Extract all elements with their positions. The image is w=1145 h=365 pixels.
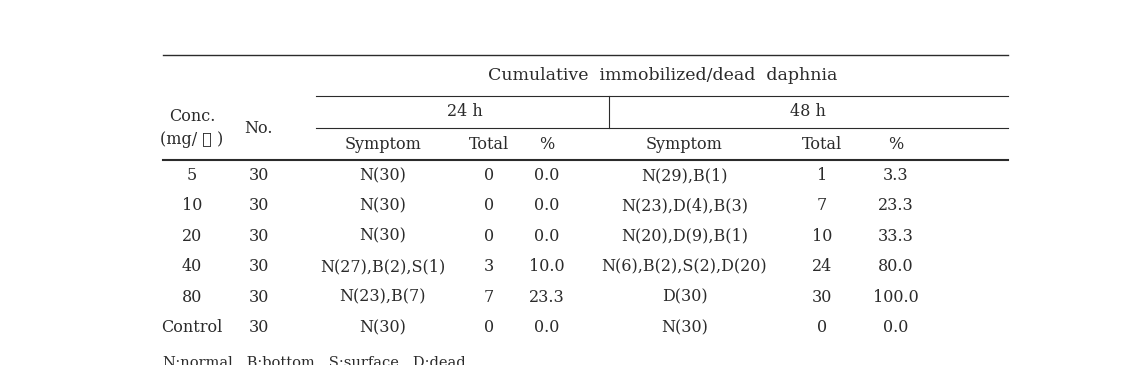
Text: 0.0: 0.0 <box>535 228 560 245</box>
Text: 3.3: 3.3 <box>883 167 908 184</box>
Text: N(23),D(4),B(3): N(23),D(4),B(3) <box>621 197 748 215</box>
Text: 1: 1 <box>816 167 827 184</box>
Text: D(30): D(30) <box>662 288 708 306</box>
Text: 3: 3 <box>484 258 495 275</box>
Text: 30: 30 <box>812 288 832 306</box>
Text: 30: 30 <box>248 197 269 215</box>
Text: N(27),B(2),S(1): N(27),B(2),S(1) <box>321 258 445 275</box>
Text: N(20),D(9),B(1): N(20),D(9),B(1) <box>621 228 748 245</box>
Text: Total: Total <box>469 136 510 153</box>
Text: No.: No. <box>244 120 273 137</box>
Text: N(30): N(30) <box>360 197 406 215</box>
Text: 10: 10 <box>812 228 832 245</box>
Text: N:normal,  B:bottom,  S:surface,  D:dead: N:normal, B:bottom, S:surface, D:dead <box>163 355 465 365</box>
Text: 0: 0 <box>484 319 495 336</box>
Text: Symptom: Symptom <box>345 136 421 153</box>
Text: 30: 30 <box>248 228 269 245</box>
Text: %: % <box>539 136 554 153</box>
Text: 7: 7 <box>816 197 827 215</box>
Text: 80: 80 <box>182 288 203 306</box>
Text: 0: 0 <box>484 197 495 215</box>
Text: Total: Total <box>802 136 842 153</box>
Text: 10.0: 10.0 <box>529 258 564 275</box>
Text: 0.0: 0.0 <box>535 197 560 215</box>
Text: N(30): N(30) <box>360 228 406 245</box>
Text: 0.0: 0.0 <box>883 319 908 336</box>
Text: 30: 30 <box>248 167 269 184</box>
Text: N(29),B(1): N(29),B(1) <box>641 167 728 184</box>
Text: 0: 0 <box>816 319 827 336</box>
Text: 80.0: 80.0 <box>878 258 914 275</box>
Text: Cumulative  immobilized/dead  daphnia: Cumulative immobilized/dead daphnia <box>488 67 837 84</box>
Text: 23.3: 23.3 <box>529 288 564 306</box>
Text: 24 h: 24 h <box>447 103 483 120</box>
Text: 30: 30 <box>248 258 269 275</box>
Text: 0: 0 <box>484 228 495 245</box>
Text: 0.0: 0.0 <box>535 319 560 336</box>
Text: 24: 24 <box>812 258 832 275</box>
Text: N(30): N(30) <box>360 319 406 336</box>
Text: Control: Control <box>161 319 222 336</box>
Text: N(6),B(2),S(2),D(20): N(6),B(2),S(2),D(20) <box>601 258 767 275</box>
Text: 100.0: 100.0 <box>872 288 918 306</box>
Text: Symptom: Symptom <box>646 136 722 153</box>
Text: 33.3: 33.3 <box>878 228 914 245</box>
Text: 20: 20 <box>182 228 202 245</box>
Text: Conc.
(mg/ ℓ ): Conc. (mg/ ℓ ) <box>160 108 223 148</box>
Text: 5: 5 <box>187 167 197 184</box>
Text: 10: 10 <box>182 197 203 215</box>
Text: 30: 30 <box>248 288 269 306</box>
Text: 30: 30 <box>248 319 269 336</box>
Text: 40: 40 <box>182 258 202 275</box>
Text: N(23),B(7): N(23),B(7) <box>339 288 426 306</box>
Text: 7: 7 <box>484 288 495 306</box>
Text: 48 h: 48 h <box>790 103 826 120</box>
Text: N(30): N(30) <box>360 167 406 184</box>
Text: 0: 0 <box>484 167 495 184</box>
Text: %: % <box>889 136 903 153</box>
Text: 0.0: 0.0 <box>535 167 560 184</box>
Text: 23.3: 23.3 <box>878 197 914 215</box>
Text: N(30): N(30) <box>661 319 708 336</box>
